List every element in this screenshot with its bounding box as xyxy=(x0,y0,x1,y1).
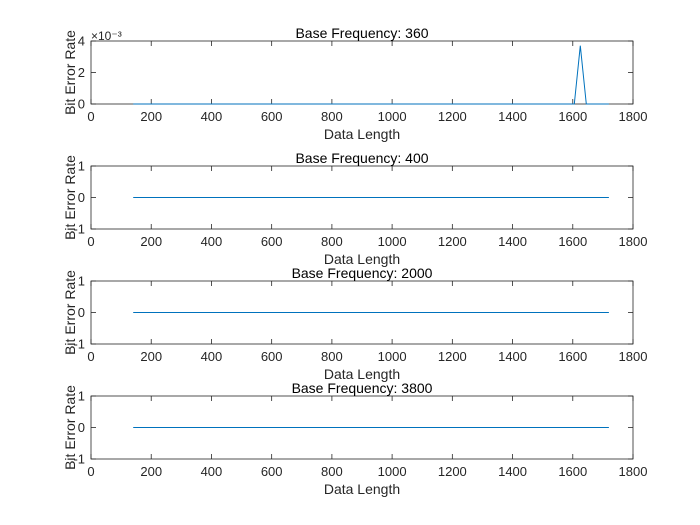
chart-title: Base Frequency: 400 xyxy=(295,150,428,166)
x-tick-label: 400 xyxy=(201,349,223,364)
y-axis-label: Bit Error Rate xyxy=(62,270,78,355)
y-tick-label: 1 xyxy=(78,274,85,289)
y-axis-label: Bit Error Rate xyxy=(62,385,78,470)
subplot-1: 0 200 400 600 800 1000 1200 1400 1600 1800 0 2 4 ×10⁻… xyxy=(62,25,647,142)
x-tick-label: 800 xyxy=(321,349,343,364)
x-tick-label: 1400 xyxy=(498,464,527,479)
x-tick-label: 200 xyxy=(140,109,162,124)
x-axis-label: Data Length xyxy=(324,366,400,382)
x-tick-label: 800 xyxy=(321,234,343,249)
x-tick-label: 1800 xyxy=(619,234,648,249)
x-tick-label: 1600 xyxy=(558,464,587,479)
x-axis-label: Data Length xyxy=(324,126,400,142)
x-tick-label: 1000 xyxy=(378,109,407,124)
x-tick-label: 1000 xyxy=(378,464,407,479)
x-tick-label: 1600 xyxy=(558,349,587,364)
x-tick-label: 600 xyxy=(261,234,283,249)
y-tick-label: 1 xyxy=(78,389,85,404)
x-tick-label: 600 xyxy=(261,349,283,364)
x-tick-label: 600 xyxy=(261,464,283,479)
x-tick-label: 1600 xyxy=(558,234,587,249)
y-tick-label: -1 xyxy=(73,337,85,352)
x-tick-label: 1200 xyxy=(438,109,467,124)
y-axis-label: Bit Error Rate xyxy=(62,155,78,240)
x-axis-label: Data Length xyxy=(324,481,400,497)
axes-box xyxy=(90,40,634,105)
x-tick-label: 1200 xyxy=(438,349,467,364)
x-tick-label: 400 xyxy=(201,109,223,124)
y-tick-label: 0 xyxy=(78,305,85,320)
subplot-3: 0 200 400 600 800 1000 1200 1400 1600 1800-101 Bas… xyxy=(62,265,647,382)
y-exponent-label: ×10⁻³ xyxy=(91,29,122,43)
y-tick-label: -1 xyxy=(73,452,85,467)
x-tick-label: 1000 xyxy=(378,234,407,249)
x-tick-label: 1800 xyxy=(619,109,648,124)
y-tick-label: 2 xyxy=(78,65,85,80)
x-tick-label: 1800 xyxy=(619,349,648,364)
x-tick-label: 0 xyxy=(87,109,94,124)
x-tick-label: 1400 xyxy=(498,109,527,124)
y-tick-label: 0 xyxy=(78,190,85,205)
x-tick-label: 600 xyxy=(261,109,283,124)
x-tick-label: 1800 xyxy=(619,464,648,479)
series-line xyxy=(133,45,609,105)
y-axis-label: Bit Error Rate xyxy=(62,30,78,115)
x-tick-label: 1200 xyxy=(438,234,467,249)
chart-title: Base Frequency: 360 xyxy=(295,25,428,41)
y-tick-label: 4 xyxy=(78,34,85,49)
x-tick-label: 200 xyxy=(140,234,162,249)
x-tick-label: 800 xyxy=(321,109,343,124)
x-tick-label: 1400 xyxy=(498,349,527,364)
x-tick-label: 1200 xyxy=(438,464,467,479)
chart-title: Base Frequency: 2000 xyxy=(292,265,433,281)
x-tick-label: 400 xyxy=(201,234,223,249)
x-tick-label: 200 xyxy=(140,464,162,479)
chart-title: Base Frequency: 3800 xyxy=(292,380,433,396)
y-tick-label: -1 xyxy=(73,222,85,237)
y-tick-label: 0 xyxy=(78,420,85,435)
x-axis-label: Data Length xyxy=(324,251,400,267)
x-tick-label: 0 xyxy=(87,464,94,479)
x-tick-label: 1400 xyxy=(498,234,527,249)
x-tick-label: 1000 xyxy=(378,349,407,364)
x-tick-label: 400 xyxy=(201,464,223,479)
x-tick-label: 0 xyxy=(87,349,94,364)
x-tick-label: 1600 xyxy=(558,109,587,124)
y-tick-label: 1 xyxy=(78,159,85,174)
x-tick-label: 0 xyxy=(87,234,94,249)
subplot-2: 0 200 400 600 800 1000 1200 1400 1600 1800-101 Bas… xyxy=(62,150,647,267)
subplot-4: 0 200 400 600 800 1000 1200 1400 1600 1800-101 Bas… xyxy=(62,380,647,497)
y-tick-label: 0 xyxy=(78,97,85,112)
x-tick-label: 800 xyxy=(321,464,343,479)
x-tick-label: 200 xyxy=(140,349,162,364)
